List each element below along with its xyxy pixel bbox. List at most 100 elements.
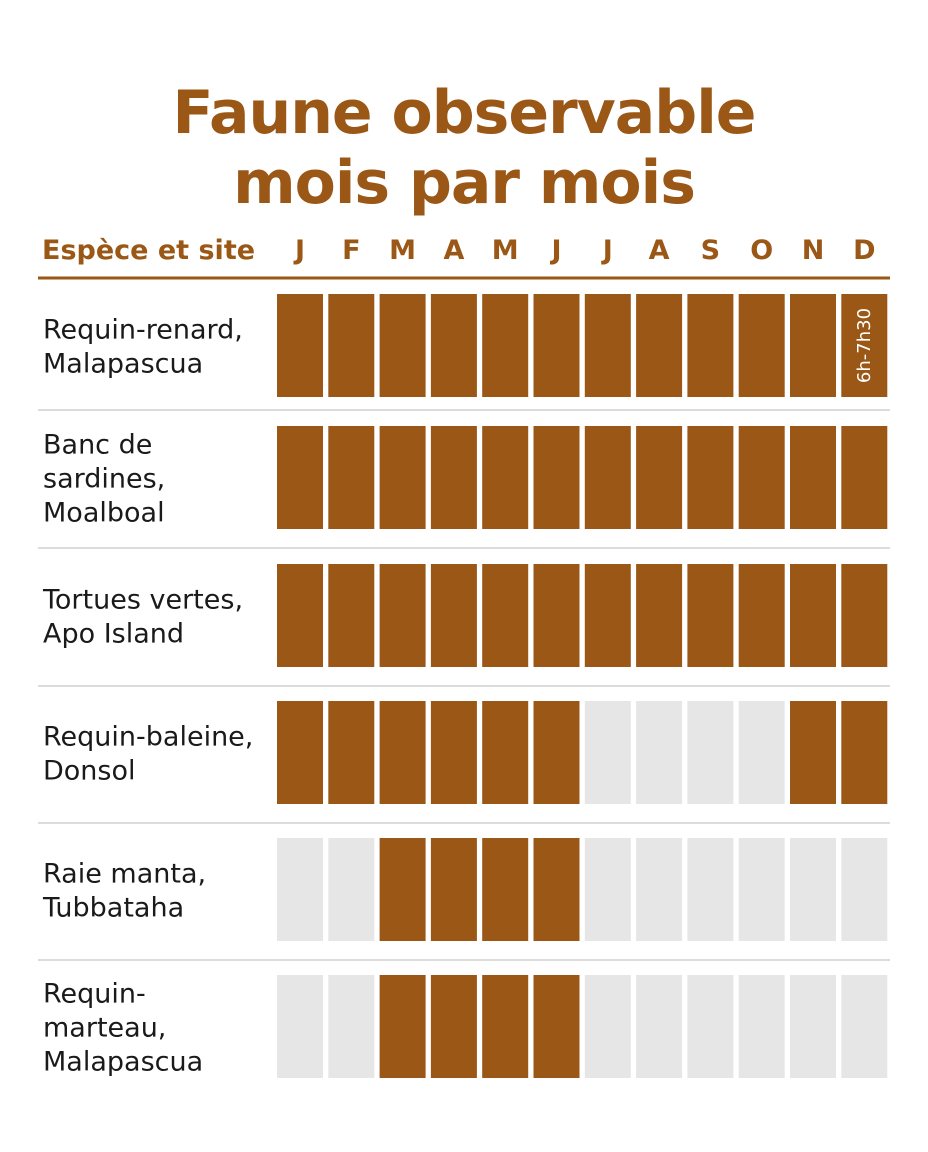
cell-active — [533, 564, 580, 667]
cell-active — [584, 564, 631, 667]
cell-active — [841, 701, 888, 804]
cell-active — [430, 701, 477, 804]
cell-inactive — [636, 701, 683, 804]
cell-active — [687, 426, 734, 529]
cell-active — [790, 564, 836, 667]
cell-active — [482, 838, 529, 941]
cell-active — [636, 426, 683, 529]
month-label: J — [549, 235, 561, 266]
cell-active — [277, 294, 323, 397]
cell-active — [687, 564, 734, 667]
cell-active — [533, 975, 580, 1078]
cell-inactive — [584, 838, 631, 941]
cell-inactive — [277, 975, 323, 1078]
month-label: M — [492, 235, 519, 266]
cell-active — [841, 294, 888, 397]
species-label: Raie manta, — [43, 859, 206, 890]
cell-annotation: 6h-7h30 — [854, 308, 875, 383]
cell-active — [841, 564, 888, 667]
cell-inactive — [687, 975, 734, 1078]
cell-active — [379, 838, 426, 941]
cell-inactive — [584, 975, 631, 1078]
cell-active — [584, 426, 631, 529]
cell-active — [430, 426, 477, 529]
row-header: Espèce et site — [42, 235, 255, 266]
cell-active — [636, 564, 683, 667]
month-label: F — [342, 235, 360, 266]
cell-active — [790, 294, 836, 397]
species-row: Requin-renard,Malapascua 6h-7h30 — [43, 294, 888, 397]
cell-active — [482, 426, 529, 529]
cell-active — [430, 564, 477, 667]
species-label: sardines, — [43, 464, 165, 495]
cell-active — [790, 426, 836, 529]
cell-active — [379, 426, 426, 529]
month-label: A — [443, 235, 464, 266]
title-line-1: Faune observable — [172, 78, 757, 149]
cell-active — [379, 294, 426, 397]
cell-inactive — [738, 838, 785, 941]
cell-active — [379, 975, 426, 1078]
month-label: J — [601, 235, 613, 266]
cell-active — [533, 701, 580, 804]
species-label: Tortues vertes, — [42, 585, 243, 616]
cell-inactive — [636, 838, 683, 941]
species-label: Banc de — [43, 430, 152, 461]
month-label: S — [701, 235, 720, 266]
cell-inactive — [790, 838, 836, 941]
cell-active — [430, 838, 477, 941]
cell-active — [687, 294, 734, 397]
month-label: M — [389, 235, 416, 266]
cell-active — [328, 426, 375, 529]
cell-active — [328, 294, 375, 397]
species-row: Raie manta,Tubbataha — [42, 838, 888, 941]
cell-active — [738, 294, 785, 397]
species-label: marteau, — [43, 1013, 166, 1044]
cell-inactive — [687, 701, 734, 804]
species-label: Moalboal — [43, 498, 165, 529]
cell-inactive — [841, 838, 888, 941]
cell-inactive — [790, 975, 836, 1078]
cell-active — [277, 564, 323, 667]
species-label: Malapascua — [43, 349, 203, 380]
page-title: Faune observable mois par mois — [0, 78, 928, 218]
cell-inactive — [328, 975, 375, 1078]
species-label: Malapascua — [43, 1047, 203, 1078]
cell-inactive — [328, 838, 375, 941]
cell-active — [379, 701, 426, 804]
cell-active — [636, 294, 683, 397]
species-label: Requin- — [43, 979, 146, 1010]
month-label: D — [853, 235, 875, 266]
species-label: Donsol — [43, 756, 136, 787]
month-label: O — [750, 235, 773, 266]
species-label: Requin-renard, — [43, 315, 243, 346]
cell-inactive — [738, 975, 785, 1078]
cell-active — [482, 564, 529, 667]
cell-active — [533, 426, 580, 529]
cell-active — [430, 975, 477, 1078]
cell-active — [277, 426, 323, 529]
cell-active — [482, 975, 529, 1078]
species-row: Tortues vertes,Apo Island — [42, 564, 888, 667]
cell-active — [482, 294, 529, 397]
species-label: Tubbataha — [42, 893, 184, 924]
title-line-2: mois par mois — [233, 148, 696, 219]
cell-active — [277, 701, 323, 804]
cell-active — [738, 564, 785, 667]
species-label: Requin-baleine, — [43, 722, 253, 753]
month-label: A — [649, 235, 670, 266]
cell-active — [430, 294, 477, 397]
cell-active — [379, 564, 426, 667]
cell-inactive — [584, 701, 631, 804]
month-label: J — [293, 235, 305, 266]
cell-inactive — [277, 838, 323, 941]
species-row: Requin-marteau,Malapascua — [43, 975, 888, 1078]
cell-active — [482, 701, 529, 804]
cell-inactive — [841, 975, 888, 1078]
cell-active — [841, 426, 888, 529]
cell-inactive — [636, 975, 683, 1078]
